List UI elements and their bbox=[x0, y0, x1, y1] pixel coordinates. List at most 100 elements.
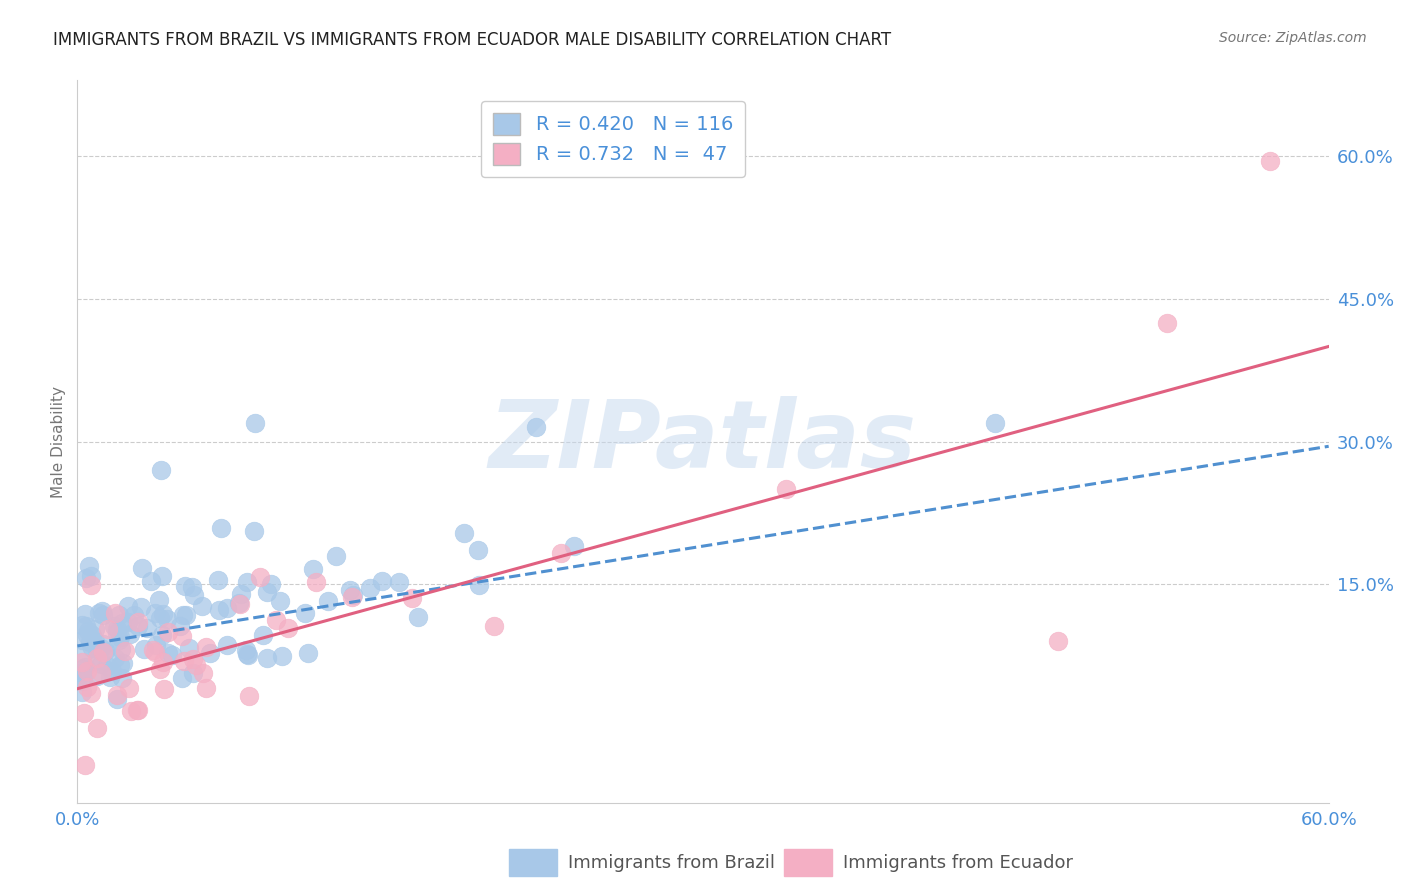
Point bbox=[152, 655, 174, 669]
Point bbox=[183, 666, 205, 681]
Point bbox=[87, 606, 110, 620]
Point bbox=[207, 603, 229, 617]
Point bbox=[170, 629, 193, 643]
Point bbox=[70, 685, 93, 699]
Point bbox=[564, 539, 586, 553]
Point bbox=[294, 606, 316, 620]
Point bbox=[86, 642, 108, 657]
Point bbox=[482, 619, 505, 633]
Point bbox=[105, 688, 128, 702]
Point bbox=[1046, 634, 1069, 648]
Point bbox=[191, 599, 214, 613]
Point bbox=[256, 585, 278, 599]
Point bbox=[131, 600, 153, 615]
Point bbox=[136, 621, 159, 635]
Point bbox=[181, 652, 204, 666]
Point bbox=[169, 619, 191, 633]
Point bbox=[143, 645, 166, 659]
Point bbox=[149, 662, 172, 676]
Point bbox=[408, 610, 430, 624]
Point bbox=[70, 633, 93, 648]
Point bbox=[120, 704, 142, 718]
Point bbox=[271, 648, 294, 663]
Point bbox=[264, 613, 287, 627]
FancyBboxPatch shape bbox=[785, 849, 832, 877]
Point bbox=[79, 634, 101, 648]
Point bbox=[217, 638, 239, 652]
Point bbox=[1258, 154, 1281, 169]
Point bbox=[249, 570, 271, 584]
Point bbox=[217, 601, 239, 615]
Point bbox=[90, 657, 112, 672]
Point bbox=[132, 642, 155, 657]
Point bbox=[235, 643, 257, 657]
Point bbox=[150, 628, 173, 642]
Point bbox=[80, 640, 103, 655]
Point bbox=[236, 647, 259, 661]
Point bbox=[93, 644, 115, 658]
Point bbox=[371, 574, 394, 588]
Point bbox=[340, 591, 363, 605]
Point bbox=[86, 721, 108, 735]
Point bbox=[91, 608, 114, 623]
Point bbox=[173, 579, 195, 593]
Point bbox=[467, 543, 489, 558]
Point bbox=[73, 646, 96, 660]
Point bbox=[97, 622, 120, 636]
Point bbox=[70, 617, 93, 632]
Point bbox=[70, 665, 93, 680]
Point bbox=[76, 627, 98, 641]
Point bbox=[127, 703, 149, 717]
Point bbox=[100, 664, 122, 678]
Point bbox=[157, 646, 180, 660]
Point bbox=[77, 559, 100, 574]
Point bbox=[104, 650, 127, 665]
Point bbox=[125, 703, 148, 717]
Point bbox=[89, 641, 111, 656]
Point bbox=[179, 641, 201, 656]
Point bbox=[77, 624, 100, 638]
FancyBboxPatch shape bbox=[509, 849, 557, 877]
Text: ZIPatlas: ZIPatlas bbox=[489, 395, 917, 488]
Point bbox=[301, 561, 323, 575]
Point bbox=[401, 591, 423, 605]
Point bbox=[260, 577, 283, 591]
Point bbox=[195, 640, 218, 655]
Point bbox=[252, 628, 274, 642]
Point bbox=[524, 420, 547, 434]
Point bbox=[111, 671, 134, 685]
Point bbox=[235, 575, 257, 590]
Point bbox=[242, 524, 264, 538]
Point bbox=[73, 607, 96, 621]
Y-axis label: Male Disability: Male Disability bbox=[51, 385, 66, 498]
Point bbox=[1156, 316, 1178, 330]
Point bbox=[117, 681, 139, 696]
Point bbox=[342, 588, 364, 602]
Point bbox=[72, 655, 94, 669]
Point bbox=[83, 622, 105, 636]
Point bbox=[297, 646, 319, 660]
Point bbox=[209, 521, 232, 535]
Point bbox=[183, 588, 205, 602]
Point bbox=[453, 525, 475, 540]
Point bbox=[142, 643, 165, 657]
Point bbox=[181, 580, 204, 594]
Point bbox=[108, 630, 131, 644]
Point bbox=[229, 597, 252, 611]
Point bbox=[325, 549, 347, 564]
Point bbox=[72, 674, 94, 689]
Point bbox=[105, 691, 128, 706]
Point bbox=[104, 607, 127, 621]
Point bbox=[75, 757, 97, 772]
Point bbox=[152, 607, 174, 621]
Point bbox=[72, 672, 94, 686]
Point bbox=[103, 618, 125, 632]
Point bbox=[122, 607, 145, 622]
Point bbox=[80, 686, 103, 700]
Point bbox=[468, 578, 491, 592]
Point bbox=[82, 628, 104, 642]
Point bbox=[108, 657, 131, 672]
Point bbox=[174, 608, 197, 623]
Point bbox=[359, 582, 381, 596]
Point bbox=[91, 636, 114, 650]
